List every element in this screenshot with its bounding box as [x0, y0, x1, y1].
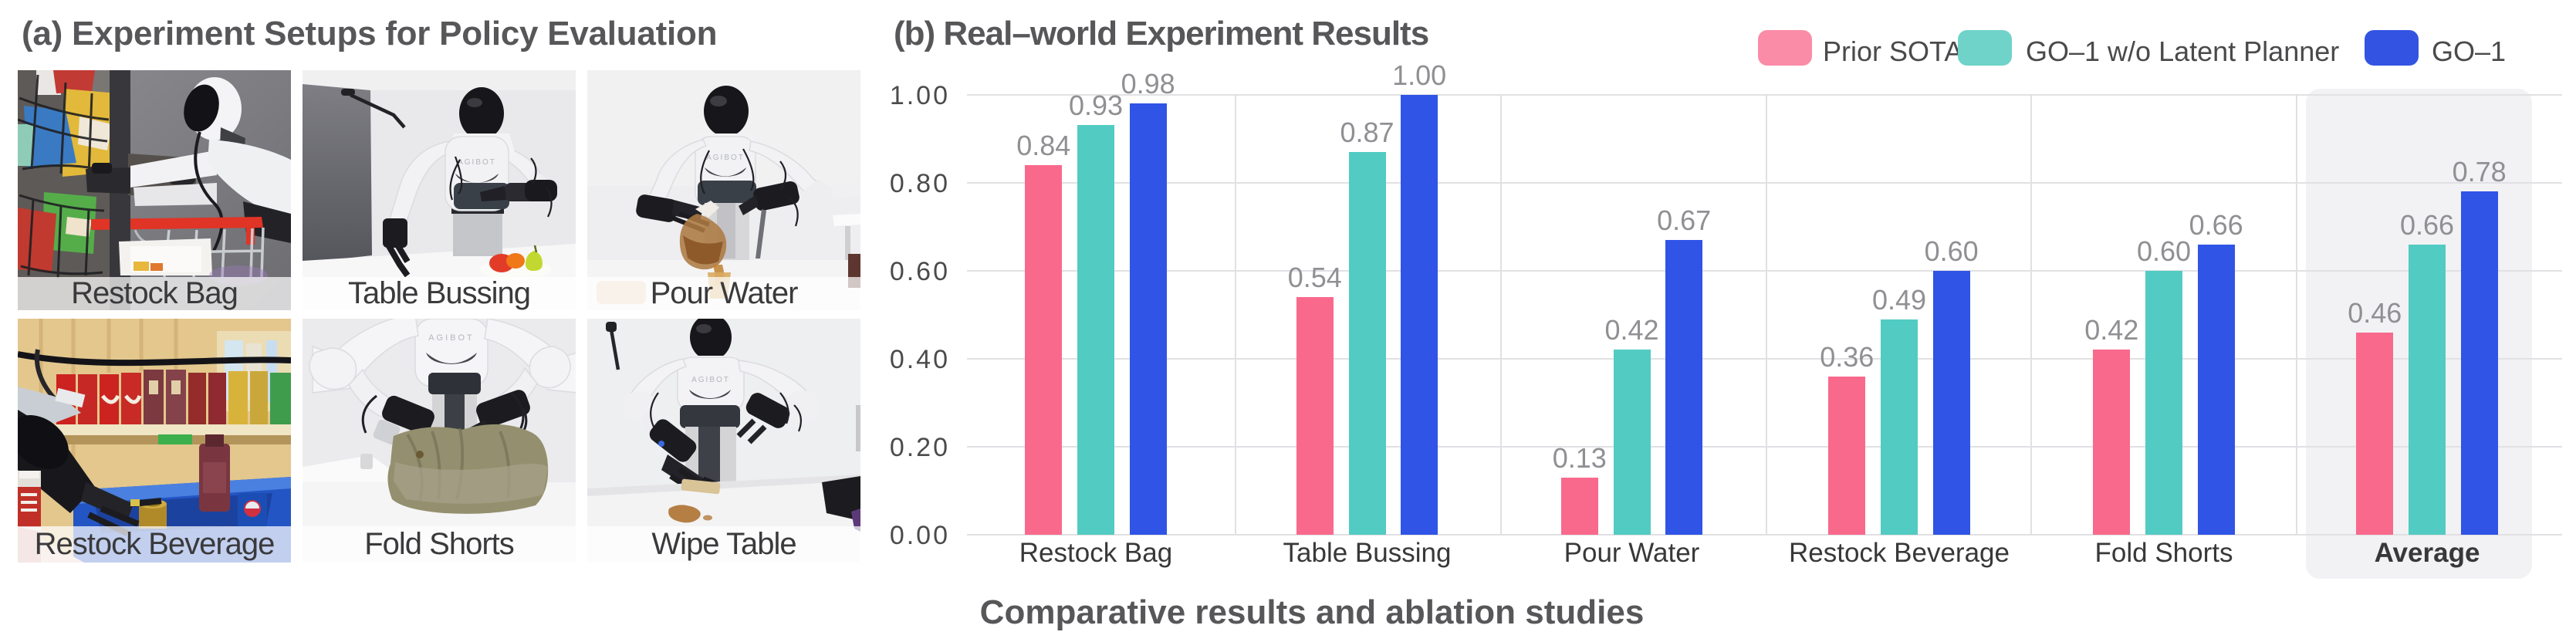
svg-text:AGIBOT: AGIBOT: [428, 333, 475, 343]
svg-text:AGIBOT: AGIBOT: [458, 158, 496, 167]
svg-text:AGIBOT: AGIBOT: [691, 376, 730, 384]
svg-text:AGIBOT: AGIBOT: [706, 154, 745, 162]
